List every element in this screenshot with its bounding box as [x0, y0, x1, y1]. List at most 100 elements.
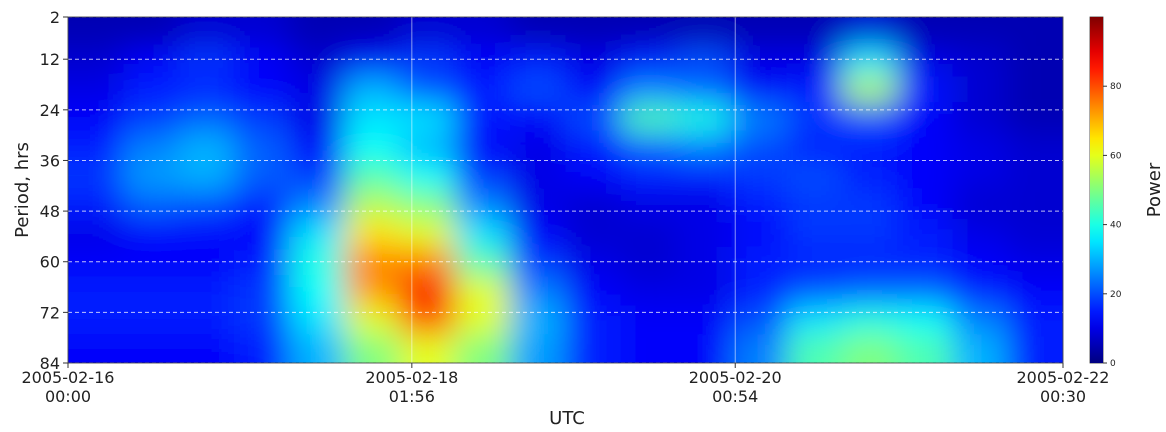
heatmap-cell — [952, 75, 1008, 105]
heatmap-cell — [123, 334, 179, 414]
heatmap-cell — [621, 75, 677, 105]
heatmap-cell — [455, 219, 511, 249]
x-tick-label: 2005-02-18 — [365, 368, 458, 387]
heatmap-cell — [787, 132, 843, 162]
heatmap-cell — [455, 277, 511, 307]
heatmap-cell — [400, 75, 456, 105]
heatmap-cell — [234, 190, 290, 220]
x-tick-label: 01:56 — [389, 387, 435, 406]
heatmap-cell — [234, 46, 290, 76]
heatmap-cell — [400, 0, 456, 47]
heatmap-cell — [400, 219, 456, 249]
heatmap-cell — [179, 46, 235, 76]
heatmap-cell — [621, 132, 677, 162]
heatmap-cell — [400, 104, 456, 134]
colorbar-label: Power — [1144, 162, 1165, 217]
y-tick-label: 24 — [40, 101, 60, 120]
heatmap-cell — [621, 104, 677, 134]
heatmap-cell — [952, 161, 1008, 191]
heatmap-cell — [842, 0, 898, 47]
x-tick-label: 2005-02-16 — [22, 368, 115, 387]
heatmap-cell — [123, 46, 179, 76]
heatmap-cell — [952, 305, 1008, 335]
heatmap-cell — [289, 104, 345, 134]
heatmap-cell — [676, 0, 732, 47]
heatmap-cell — [731, 46, 787, 76]
heatmap-cell — [897, 219, 953, 249]
colorbar-tick-label: 20 — [1110, 290, 1122, 300]
heatmap-cell — [455, 0, 511, 47]
heatmap-cell — [842, 334, 898, 414]
heatmap-cell — [455, 248, 511, 278]
heatmap-cell — [566, 219, 622, 249]
heatmap-cell — [510, 75, 566, 105]
heatmap-cell — [676, 132, 732, 162]
heatmap-cell — [123, 161, 179, 191]
y-tick-label: 60 — [40, 253, 60, 272]
y-tick-label: 36 — [40, 151, 60, 170]
heatmap-cell — [455, 334, 511, 414]
heatmap-cell — [234, 334, 290, 414]
heatmap-cell — [18, 190, 124, 220]
heatmap-cell — [787, 277, 843, 307]
y-axis-label: Period, hrs — [12, 142, 33, 238]
heatmap-cell — [234, 104, 290, 134]
heatmap-cell — [455, 161, 511, 191]
heatmap-cell — [510, 219, 566, 249]
heatmap-cell — [676, 161, 732, 191]
heatmap-cell — [787, 75, 843, 105]
heatmap-cell — [952, 0, 1008, 47]
heatmap-cell — [510, 190, 566, 220]
heatmap-cell — [455, 305, 511, 335]
heatmap-cell — [952, 219, 1008, 249]
colorbar-tick-label: 40 — [1110, 221, 1122, 231]
heatmap-cell — [455, 104, 511, 134]
heatmap-cell — [842, 305, 898, 335]
heatmap-cell — [787, 305, 843, 335]
heatmap-cell — [400, 161, 456, 191]
heatmap-cell — [344, 161, 400, 191]
heatmap-cell — [123, 132, 179, 162]
heatmap-cell — [510, 46, 566, 76]
heatmap-cell — [344, 190, 400, 220]
heatmap-cell — [566, 161, 622, 191]
heatmap-cell — [566, 305, 622, 335]
heatmap-cell — [18, 75, 124, 105]
heatmap-cell — [566, 132, 622, 162]
heatmap-cell — [566, 46, 622, 76]
heatmap-cell — [842, 132, 898, 162]
heatmap-cell — [621, 277, 677, 307]
colorbar — [1090, 17, 1103, 363]
heatmap-cell — [455, 46, 511, 76]
heatmap-cell — [123, 0, 179, 47]
heatmap-cell — [234, 248, 290, 278]
heatmap-cell — [455, 190, 511, 220]
heatmap-cell — [455, 132, 511, 162]
heatmap-cell — [787, 190, 843, 220]
heatmap-cell — [842, 75, 898, 105]
heatmap-cell — [566, 190, 622, 220]
heatmap-cell — [731, 248, 787, 278]
heatmap-cell — [731, 0, 787, 47]
heatmap-cell — [289, 132, 345, 162]
colorbar-tick-label: 60 — [1110, 151, 1122, 161]
heatmap-cell — [179, 248, 235, 278]
heatmap-cell — [18, 161, 124, 191]
heatmap-cell — [400, 132, 456, 162]
heatmap-cell — [952, 104, 1008, 134]
heatmap-cell — [787, 334, 843, 414]
heatmap-cell — [621, 219, 677, 249]
heatmap-cell — [455, 75, 511, 105]
heatmap-cell — [400, 46, 456, 76]
heatmap-cell — [179, 305, 235, 335]
x-tick-label: 00:54 — [712, 387, 758, 406]
heatmap-cell — [123, 305, 179, 335]
heatmap-cell — [566, 277, 622, 307]
heatmap-cell — [344, 0, 400, 47]
heatmap-cell — [234, 132, 290, 162]
heatmap-cell — [952, 334, 1008, 414]
heatmap-cell — [18, 104, 124, 134]
chart: 2122436486072842005-02-1600:002005-02-18… — [0, 0, 1166, 432]
heatmap-cell — [234, 0, 290, 47]
heatmap-cell — [566, 104, 622, 134]
